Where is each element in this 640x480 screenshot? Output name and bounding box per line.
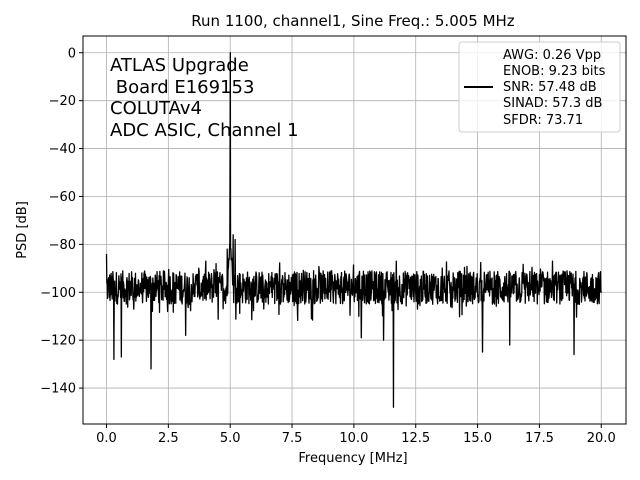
y-tick-label: −100 (40, 286, 76, 301)
annotation-line-2: Board E169153 (110, 77, 254, 98)
x-tick-label: 17.5 (525, 431, 554, 446)
y-tick-label: −40 (49, 142, 76, 157)
y-axis-label: PSD [dB] (15, 201, 30, 259)
x-axis-label: Frequency [MHz] (298, 451, 407, 466)
legend-entry-awg: AWG: 0.26 Vpp (503, 48, 601, 63)
annotation-line-4: ADC ASIC, Channel 1 (110, 120, 299, 141)
y-tick-label: −60 (49, 190, 76, 205)
chart-title: Run 1100, channel1, Sine Freq.: 5.005 MH… (191, 12, 515, 30)
x-tick-label: 5.0 (220, 431, 241, 446)
y-tick-label: −120 (40, 334, 76, 349)
x-tick-label: 12.5 (401, 431, 430, 446)
y-tick-label: −80 (49, 238, 76, 253)
plot-frame (82, 35, 627, 425)
y-tick-label: −140 (40, 382, 76, 397)
series-layer (105, 52, 602, 408)
x-tick-label: 2.5 (158, 431, 179, 446)
psd-series-line (105, 52, 602, 408)
legend-entry-snr: SNR: 57.48 dB (503, 80, 597, 95)
legend-box (458, 41, 621, 133)
x-tick-label: 15.0 (463, 431, 492, 446)
x-tick-label: 0.0 (96, 431, 117, 446)
tick-layer: 0.0 2.5 5.0 7.5 10.0 12.5 15.0 17.5 20.0 0 −20 −40 −… (40, 46, 615, 446)
annotation-line-1: ATLAS Upgrade (110, 55, 249, 76)
legend-entry-sinad: SINAD: 57.3 dB (503, 96, 602, 111)
y-tick-label: −20 (49, 94, 76, 109)
annotation-line-3: COLUTAv4 (110, 98, 202, 119)
x-tick-label: 7.5 (282, 431, 303, 446)
x-tick-label: 20.0 (587, 431, 616, 446)
legend-entry-enob: ENOB: 9.23 bits (503, 64, 606, 79)
x-tick-label: 10.0 (339, 431, 368, 446)
y-tick-label: 0 (68, 46, 76, 61)
legend-entry-sfdr: SFDR: 73.71 (503, 113, 583, 128)
chart-annotation: ATLAS Upgrade Board E169153 COLUTAv4 ADC… (110, 55, 299, 141)
legend: AWG: 0.26 Vpp ENOB: 9.23 bits SNR: 57.48… (458, 41, 621, 133)
